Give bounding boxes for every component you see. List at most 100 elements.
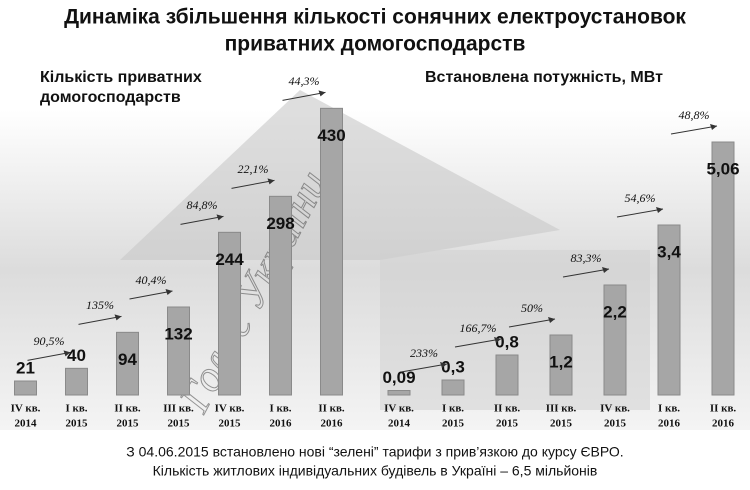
bar [711, 141, 735, 396]
x-tick-label: IV кв. [600, 403, 630, 415]
growth-arrow [400, 363, 448, 373]
growth-label: 44,3% [289, 74, 320, 88]
growth-label: 48,8% [679, 108, 710, 122]
bar [603, 284, 627, 396]
growth-arrow [670, 125, 718, 135]
growth-label: 135% [86, 298, 114, 312]
bar [387, 390, 411, 396]
value-label: 94 [118, 350, 137, 369]
growth-arrow [616, 208, 664, 218]
value-label: 244 [215, 250, 244, 269]
x-tick-label: 2015 [442, 418, 465, 430]
x-tick-label: 2015 [604, 418, 627, 430]
x-tick-label: IV кв. [384, 403, 414, 415]
growth-arrow [454, 338, 502, 348]
growth-label: 22,1% [238, 162, 269, 176]
arrow-head [494, 337, 501, 343]
value-label: 298 [266, 214, 294, 233]
x-tick-label: I кв. [658, 403, 680, 415]
growth-label: 50% [521, 301, 543, 315]
x-tick-label: 2016 [658, 418, 681, 430]
x-tick-label: 2016 [321, 418, 344, 430]
x-tick-label: III кв. [163, 403, 194, 415]
x-tick-label: II кв. [318, 403, 345, 415]
value-label: 430 [317, 126, 345, 145]
growth-arrow [508, 318, 556, 328]
x-tick-label: 2014 [388, 418, 411, 430]
x-tick-label: 2015 [496, 418, 519, 430]
arrow-head [710, 124, 717, 130]
x-tick-label: 2016 [712, 418, 735, 430]
value-label: 3,4 [657, 242, 681, 261]
growth-arrow [231, 179, 275, 189]
x-tick-label: IV кв. [215, 403, 245, 415]
value-label: 1,2 [549, 352, 573, 371]
bar [167, 306, 190, 396]
x-tick-label: II кв. [710, 403, 737, 415]
growth-label: 233% [410, 346, 438, 360]
growth-label: 54,6% [625, 191, 656, 205]
value-label: 0,8 [495, 332, 519, 351]
x-tick-label: II кв. [494, 403, 521, 415]
growth-arrow [562, 268, 610, 278]
growth-label: 166,7% [460, 321, 497, 335]
growth-arrow [282, 91, 326, 101]
bar [14, 380, 37, 396]
arrow-head [63, 350, 71, 357]
x-tick-label: 2016 [270, 418, 293, 430]
x-tick-label: II кв. [114, 403, 141, 415]
arrow-head [318, 90, 326, 97]
arrow-head [656, 207, 663, 213]
x-tick-label: I кв. [269, 403, 291, 415]
chart-subtitle: Кількість приватних [40, 69, 202, 86]
arrow-head [548, 317, 555, 323]
arrow-head [165, 289, 173, 295]
title: приватних домогосподарств [225, 33, 526, 56]
bar [218, 231, 241, 396]
bar [549, 334, 573, 396]
arrow-head [267, 178, 275, 185]
growth-label: 84,8% [187, 198, 218, 212]
growth-arrow [27, 351, 71, 361]
growth-label: 90,5% [34, 334, 65, 348]
arrow-head [602, 267, 609, 273]
chart-subtitle: домогосподарств [40, 89, 181, 106]
x-tick-label: 2015 [168, 418, 191, 430]
growth-arrow [180, 215, 224, 225]
arrow-head [440, 362, 447, 368]
x-tick-label: 2015 [219, 418, 242, 430]
note: З 04.06.2015 встановлено нові “зелені” т… [126, 444, 623, 460]
growth-arrow [78, 315, 122, 325]
value-label: 5,06 [706, 159, 739, 178]
value-label: 0,09 [382, 368, 415, 387]
note: Кількість житлових індивідуальних будіве… [153, 463, 598, 479]
bar [65, 367, 88, 396]
growth-label: 40,4% [136, 273, 167, 287]
value-label: 0,3 [441, 357, 465, 376]
x-tick-label: 2015 [550, 418, 573, 430]
value-label: 21 [16, 358, 35, 377]
value-label: 132 [164, 324, 192, 343]
x-tick-label: 2015 [66, 418, 89, 430]
growth-label: 83,3% [571, 251, 602, 265]
arrow-head [114, 314, 122, 321]
x-tick-label: III кв. [546, 403, 577, 415]
value-label: 2,2 [603, 302, 627, 321]
x-tick-label: 2014 [15, 418, 38, 430]
bar [269, 195, 292, 396]
value-label: 40 [67, 346, 86, 365]
arrow-head [216, 214, 224, 221]
title: Динаміка збільшення кількості сонячних е… [64, 6, 686, 29]
bar [320, 107, 343, 396]
x-tick-label: 2015 [117, 418, 140, 430]
x-tick-label: IV кв. [11, 403, 41, 415]
x-tick-label: I кв. [442, 403, 464, 415]
bar [657, 224, 681, 396]
bar [116, 331, 139, 396]
chart-subtitle: Встановлена потужність, МВт [425, 69, 663, 86]
x-tick-label: I кв. [65, 403, 87, 415]
bar [441, 379, 465, 396]
bar [495, 354, 519, 396]
growth-arrow [129, 290, 173, 300]
